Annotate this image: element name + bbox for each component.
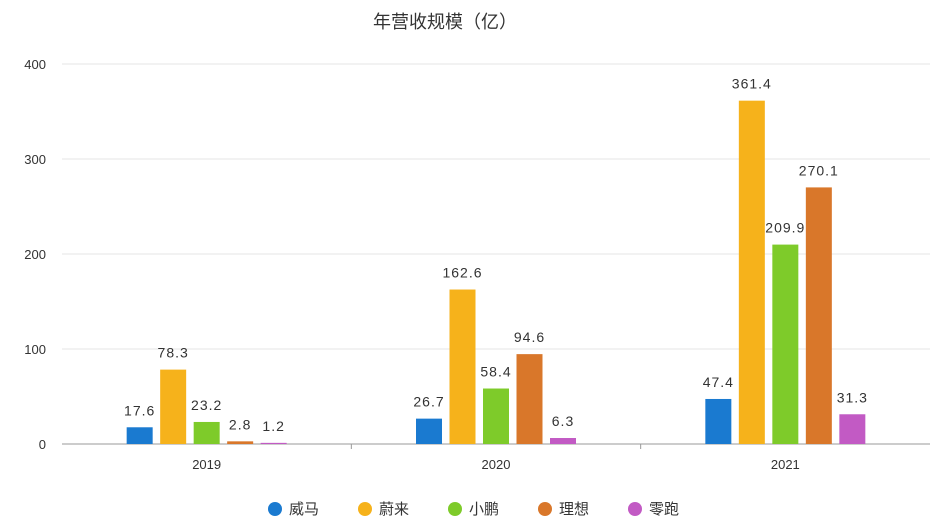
bar	[416, 418, 442, 444]
y-tick-label: 0	[39, 437, 46, 452]
x-tick-label: 2020	[482, 457, 511, 472]
bar	[483, 388, 509, 444]
legend-marker	[448, 502, 462, 516]
bar	[805, 187, 832, 444]
y-tick-label: 400	[24, 57, 46, 72]
legend-label: 零跑	[649, 501, 679, 518]
legend-marker	[358, 502, 372, 516]
bars	[126, 100, 866, 445]
legend-item[interactable]: 蔚来	[358, 501, 409, 518]
y-tick-label: 300	[24, 152, 46, 167]
bar	[260, 442, 287, 444]
chart-title: 年营收规模（亿）	[373, 12, 517, 32]
legend-label: 理想	[559, 501, 589, 518]
y-tick-label: 100	[24, 342, 46, 357]
y-tick-label: 200	[24, 247, 46, 262]
bar	[449, 289, 476, 444]
data-label: 270.1	[799, 162, 839, 178]
bar	[839, 414, 866, 444]
data-label: 17.6	[124, 402, 155, 418]
data-label: 31.3	[837, 389, 868, 405]
data-label: 26.7	[413, 394, 444, 410]
bar	[193, 421, 220, 444]
bar	[550, 438, 576, 444]
legend-item[interactable]: 零跑	[628, 501, 679, 518]
legend: 威马 蔚来 小鹏 理想 零跑	[268, 501, 679, 518]
x-tick-label: 2021	[771, 457, 800, 472]
legend-label: 蔚来	[379, 501, 409, 518]
data-label: 1.2	[262, 418, 284, 434]
legend-marker	[538, 502, 552, 516]
bar	[227, 441, 254, 444]
data-label: 361.4	[732, 76, 772, 92]
data-labels: 17.6 78.3 23.2 2.8 1.2 26.7 162.6 58.4 94.6 6.3 47…	[124, 76, 868, 434]
bar	[516, 354, 543, 444]
data-label: 58.4	[480, 364, 511, 380]
legend-label: 小鹏	[469, 501, 499, 518]
data-label: 78.3	[158, 345, 189, 361]
data-label: 23.2	[191, 397, 222, 413]
data-label: 209.9	[765, 220, 805, 236]
bar	[738, 100, 765, 445]
grid	[62, 63, 930, 350]
data-label: 2.8	[229, 416, 251, 432]
bar	[705, 398, 732, 444]
legend-marker	[268, 502, 282, 516]
data-label: 162.6	[442, 265, 482, 281]
legend-item[interactable]: 理想	[538, 501, 589, 518]
data-label: 6.3	[552, 413, 574, 429]
data-label: 94.6	[514, 329, 545, 345]
legend-item[interactable]: 威马	[268, 501, 319, 518]
legend-label: 威马	[289, 501, 319, 518]
bar	[772, 244, 799, 444]
legend-marker	[628, 502, 642, 516]
bar	[126, 427, 153, 444]
bar	[160, 369, 187, 444]
legend-item[interactable]: 小鹏	[448, 501, 499, 518]
data-label: 47.4	[703, 374, 734, 390]
x-tick-label: 2019	[192, 457, 221, 472]
